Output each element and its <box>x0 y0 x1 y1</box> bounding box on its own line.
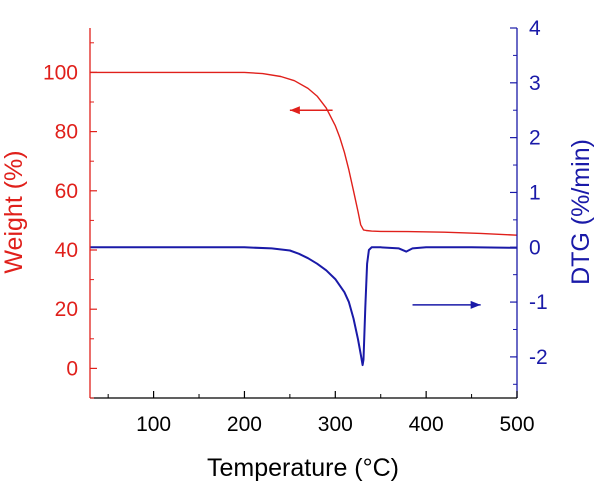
right-y-tick-label: 0 <box>529 236 541 259</box>
weight-axis-arrowhead <box>289 106 300 115</box>
left-y-tick-label: 20 <box>55 298 78 321</box>
left-y-tick-label: 0 <box>66 357 78 380</box>
right-y-tick-label: 1 <box>529 181 541 204</box>
dtg-axis-arrowhead <box>470 300 481 309</box>
ticks: 100 200 300 400 500 0 20 40 60 80 100 -2 -1 0 1 2 3 4 <box>43 17 548 436</box>
left-y-axis-title: Weight (%) <box>0 150 28 273</box>
plot-lines <box>90 71 518 367</box>
left-y-tick-label: 40 <box>55 239 78 262</box>
right-y-tick-label: 2 <box>529 127 541 150</box>
x-axis-title: Temperature (°C) <box>207 454 399 482</box>
x-tick-label: 200 <box>227 413 262 436</box>
axes <box>89 28 518 399</box>
right-y-tick-label: -2 <box>529 346 548 369</box>
right-y-tick-label: 3 <box>529 72 541 95</box>
x-tick-label: 500 <box>499 413 534 436</box>
x-tick-label: 400 <box>409 413 444 436</box>
right-y-axis-title: DTG (%/min) <box>567 139 595 285</box>
x-tick-label: 300 <box>318 413 353 436</box>
dtg-curve <box>90 246 518 367</box>
right-y-tick-label: 4 <box>529 17 541 40</box>
left-y-tick-label: 80 <box>55 121 78 144</box>
right-y-tick-label: -1 <box>529 291 548 314</box>
left-y-tick-label: 100 <box>43 61 78 84</box>
x-tick-label: 100 <box>136 413 171 436</box>
left-y-tick-label: 60 <box>55 180 78 203</box>
weight-curve <box>90 71 518 236</box>
annotations <box>289 106 481 309</box>
